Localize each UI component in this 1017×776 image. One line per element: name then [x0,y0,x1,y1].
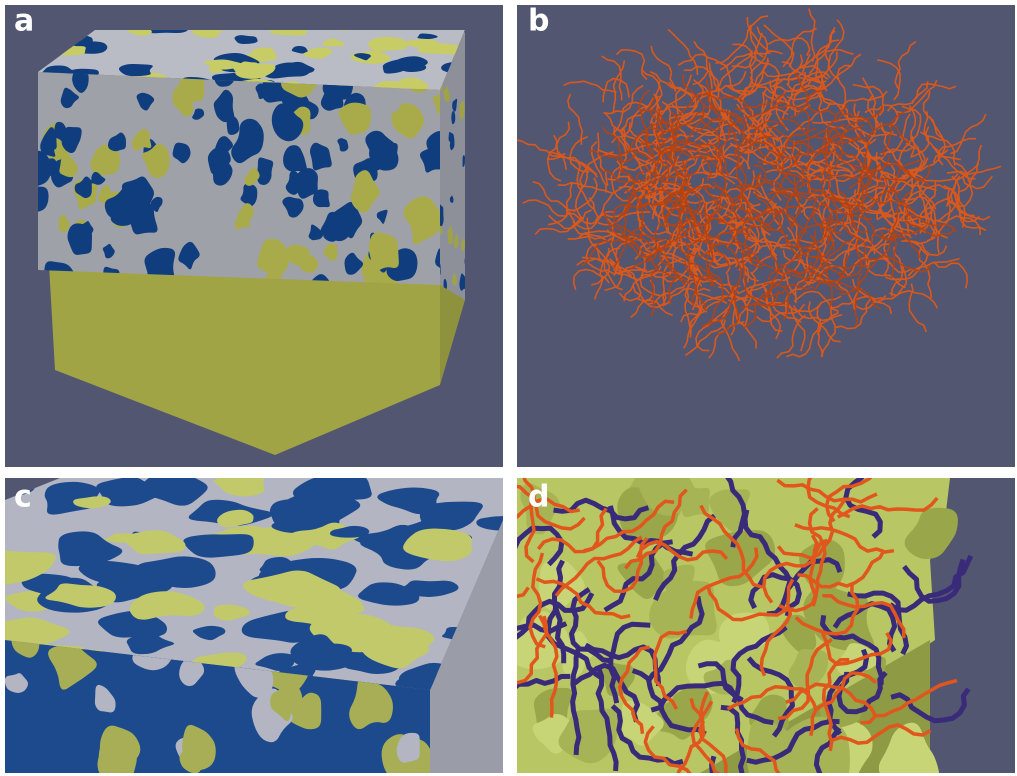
panel-b: b [515,4,1015,468]
blob [369,232,399,272]
panel-c: c [0,463,540,776]
panel-label: a [14,4,34,39]
figure: a b c d [0,0,1017,776]
panel-d: d [430,441,1015,776]
panel-label: d [528,480,549,515]
panel-label: c [14,480,32,515]
panel-a: a [5,4,503,468]
panel-label: b [528,4,549,39]
blob [368,37,407,52]
